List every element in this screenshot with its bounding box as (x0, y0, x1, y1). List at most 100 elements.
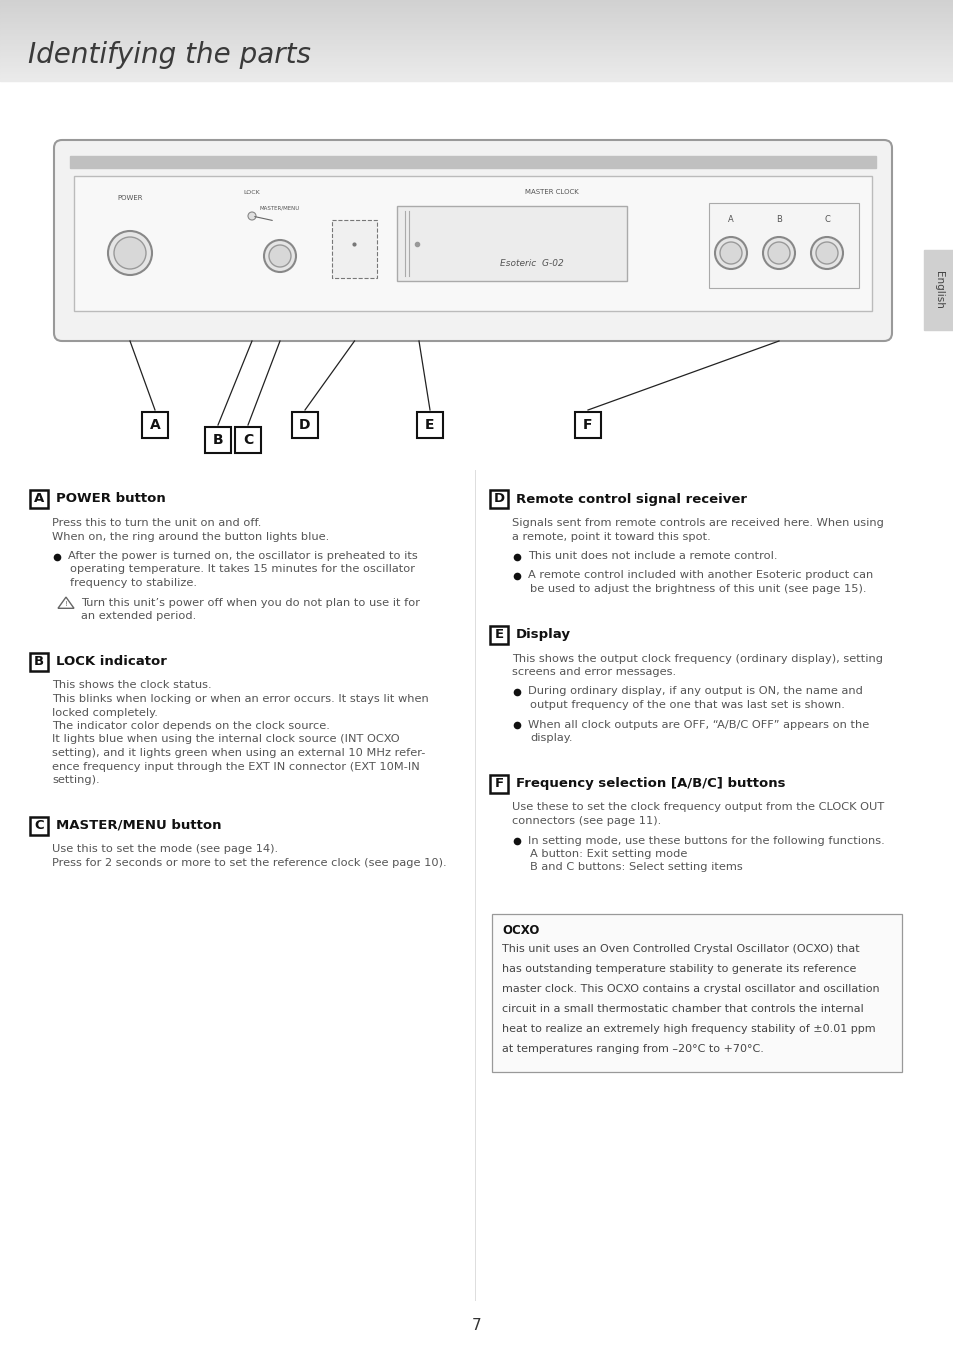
Text: The indicator color depends on the clock source.: The indicator color depends on the clock… (52, 721, 330, 730)
Text: screens and error messages.: screens and error messages. (512, 667, 676, 676)
Bar (0, 68, 953, 72)
Text: !: ! (65, 602, 68, 608)
Text: C: C (34, 819, 44, 832)
Text: heat to realize an extremely high frequency stability of ±0.01 ppm: heat to realize an extremely high freque… (501, 1025, 875, 1034)
Text: F: F (494, 778, 503, 790)
Bar (0, 74, 953, 77)
Bar (0, 58, 953, 61)
Circle shape (762, 238, 794, 269)
Text: setting).: setting). (52, 775, 99, 784)
Bar (30, 652, 48, 671)
Bar (0, 55, 953, 59)
Text: C: C (243, 433, 253, 447)
Text: display.: display. (530, 733, 572, 743)
Bar (0, 59, 953, 63)
Text: Use this to set the mode (see page 14).: Use this to set the mode (see page 14). (52, 845, 278, 855)
Bar (0, 42, 953, 45)
Text: A: A (727, 215, 733, 224)
Text: POWER button: POWER button (56, 493, 166, 505)
Bar (74, 176, 871, 310)
Bar (575, 412, 600, 437)
Text: circuit in a small thermostatic chamber that controls the internal: circuit in a small thermostatic chamber … (501, 1004, 862, 1014)
Bar (0, 32, 953, 35)
Text: LOCK: LOCK (243, 189, 260, 194)
Text: LOCK indicator: LOCK indicator (56, 655, 167, 668)
Text: In setting mode, use these buttons for the following functions.: In setting mode, use these buttons for t… (527, 836, 883, 845)
Circle shape (108, 231, 152, 275)
Bar (0, 63, 953, 68)
Bar (70, 157, 875, 167)
Text: C: C (823, 215, 829, 224)
Bar (0, 12, 953, 15)
Bar (416, 412, 442, 437)
Bar (923, 250, 953, 329)
Bar (0, 78, 953, 81)
Text: setting), and it lights green when using an external 10 MHz refer-: setting), and it lights green when using… (52, 748, 425, 757)
Text: During ordinary display, if any output is ON, the name and: During ordinary display, if any output i… (527, 687, 862, 697)
Text: After the power is turned on, the oscillator is preheated to its: After the power is turned on, the oscill… (68, 551, 417, 562)
Text: locked completely.: locked completely. (52, 707, 157, 717)
Text: D: D (299, 418, 311, 432)
Bar (0, 72, 953, 76)
Text: It lights blue when using the internal clock source (INT OCXO: It lights blue when using the internal c… (52, 734, 399, 744)
Bar (0, 49, 953, 51)
Bar (0, 45, 953, 47)
Text: Esoteric  G-02: Esoteric G-02 (499, 258, 563, 267)
Text: ence frequency input through the EXT IN connector (EXT 10M-IN: ence frequency input through the EXT IN … (52, 761, 419, 771)
Text: B: B (213, 433, 223, 447)
Bar (0, 20, 953, 23)
Bar (0, 38, 953, 40)
Bar (332, 220, 376, 278)
Text: A remote control included with another Esoteric product can: A remote control included with another E… (527, 571, 872, 580)
Text: D: D (493, 493, 504, 505)
Text: This shows the output clock frequency (ordinary display), setting: This shows the output clock frequency (o… (512, 653, 882, 663)
Circle shape (113, 238, 146, 269)
Text: Use these to set the clock frequency output from the CLOCK OUT: Use these to set the clock frequency out… (512, 802, 883, 813)
Text: connectors (see page 11).: connectors (see page 11). (512, 815, 660, 826)
Bar (292, 412, 317, 437)
Bar (0, 46, 953, 49)
Circle shape (767, 242, 789, 265)
Text: B and C buttons: Select setting items: B and C buttons: Select setting items (530, 863, 742, 872)
Text: B: B (775, 215, 781, 224)
Text: Frequency selection [A/B/C] buttons: Frequency selection [A/B/C] buttons (516, 778, 784, 790)
Bar (0, 24, 953, 27)
Bar (234, 427, 261, 454)
FancyBboxPatch shape (54, 140, 891, 342)
Text: frequency to stabilize.: frequency to stabilize. (70, 578, 196, 589)
Text: master clock. This OCXO contains a crystal oscillator and oscillation: master clock. This OCXO contains a cryst… (501, 984, 879, 994)
Text: MASTER/MENU button: MASTER/MENU button (56, 819, 221, 832)
Text: A button: Exit setting mode: A button: Exit setting mode (530, 849, 687, 859)
Text: This shows the clock status.: This shows the clock status. (52, 680, 212, 690)
Circle shape (720, 242, 741, 265)
Bar (492, 914, 901, 1072)
Bar (396, 207, 626, 281)
Bar (0, 66, 953, 69)
Text: When on, the ring around the button lights blue.: When on, the ring around the button ligh… (52, 532, 329, 541)
Bar (0, 0, 953, 3)
Text: A: A (150, 418, 160, 432)
Bar (142, 412, 168, 437)
Bar (0, 16, 953, 19)
Bar (0, 26, 953, 28)
Bar (205, 427, 231, 454)
Bar (0, 1, 953, 5)
Text: 7: 7 (472, 1318, 481, 1332)
Text: at temperatures ranging from –20°C to +70°C.: at temperatures ranging from –20°C to +7… (501, 1044, 763, 1054)
Text: MASTER/MENU: MASTER/MENU (259, 205, 300, 211)
Bar (0, 28, 953, 31)
Text: E: E (425, 418, 435, 432)
Text: Signals sent from remote controls are received here. When using: Signals sent from remote controls are re… (512, 518, 882, 528)
Bar (0, 34, 953, 36)
Text: Display: Display (516, 628, 571, 641)
Text: be used to adjust the brightness of this unit (see page 15).: be used to adjust the brightness of this… (530, 585, 865, 594)
Text: This unit does not include a remote control.: This unit does not include a remote cont… (527, 551, 777, 562)
Text: E: E (494, 628, 503, 641)
Text: Press this to turn the unit on and off.: Press this to turn the unit on and off. (52, 518, 261, 528)
Bar (0, 36, 953, 39)
Text: POWER: POWER (117, 194, 143, 201)
Text: Turn this unit’s power off when you do not plan to use it for: Turn this unit’s power off when you do n… (81, 598, 419, 608)
Text: F: F (582, 418, 592, 432)
Text: operating temperature. It takes 15 minutes for the oscillator: operating temperature. It takes 15 minut… (70, 564, 415, 575)
Text: output frequency of the one that was last set is shown.: output frequency of the one that was las… (530, 701, 844, 710)
